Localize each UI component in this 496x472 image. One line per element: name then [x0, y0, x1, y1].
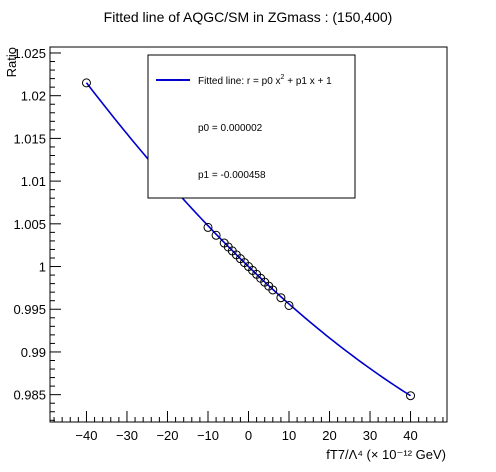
x-tick-label: 10 — [282, 428, 296, 443]
legend-entry-fit: Fitted line: r = p0 x2 + p1 x + 1 — [198, 74, 332, 87]
legend-box — [147, 54, 356, 199]
legend-entry-p0: p0 = 0.000002 — [198, 123, 263, 134]
y-tick-label: 1 — [39, 260, 46, 275]
chart-title: Fitted line of AQGC/SM in ZGmass : (150,… — [104, 9, 393, 25]
legend: Fitted line: r = p0 x2 + p1 x + 1 p0 = 0… — [147, 54, 356, 199]
y-tick-label: 0.99 — [21, 345, 46, 360]
x-tick-label: 30 — [363, 428, 377, 443]
fit-curve — [85, 82, 411, 397]
y-tick-label: 0.995 — [13, 302, 46, 317]
x-tick-label: −10 — [197, 428, 219, 443]
y-tick-label: 1.015 — [13, 131, 46, 146]
legend-entry-p1: p1 = -0.000458 — [198, 170, 266, 181]
y-tick-label: 1.025 — [13, 46, 46, 61]
x-tick-label: −40 — [75, 428, 97, 443]
x-tick-label: 0 — [245, 428, 252, 443]
y-tick-label: 0.985 — [13, 388, 46, 403]
x-tick-label: 40 — [403, 428, 417, 443]
y-tick-label: 1.005 — [13, 217, 46, 232]
y-axis-title: Ratio — [4, 47, 19, 77]
x-axis-ticks: −40 −30 −20 −10 0 10 20 30 40 — [53, 411, 444, 443]
y-tick-label: 1.02 — [21, 89, 46, 104]
x-tick-label: 20 — [322, 428, 336, 443]
data-point — [406, 391, 416, 401]
y-axis-ticks: 0.985 0.99 0.995 1 1.005 1.01 1.015 1.02 1.025 — [13, 46, 61, 421]
data-point — [268, 285, 278, 295]
data-points — [81, 78, 416, 401]
x-axis-title: fT7/Λ⁴ (× 10⁻¹² GeV) — [326, 447, 446, 462]
x-tick-label: −20 — [156, 428, 178, 443]
data-point — [284, 300, 294, 310]
data-point — [203, 222, 213, 232]
data-point — [81, 78, 91, 88]
y-tick-label: 1.01 — [21, 174, 46, 189]
data-point — [276, 293, 286, 303]
fit-line — [85, 82, 411, 397]
x-tick-label: −30 — [116, 428, 138, 443]
data-point — [211, 230, 221, 240]
